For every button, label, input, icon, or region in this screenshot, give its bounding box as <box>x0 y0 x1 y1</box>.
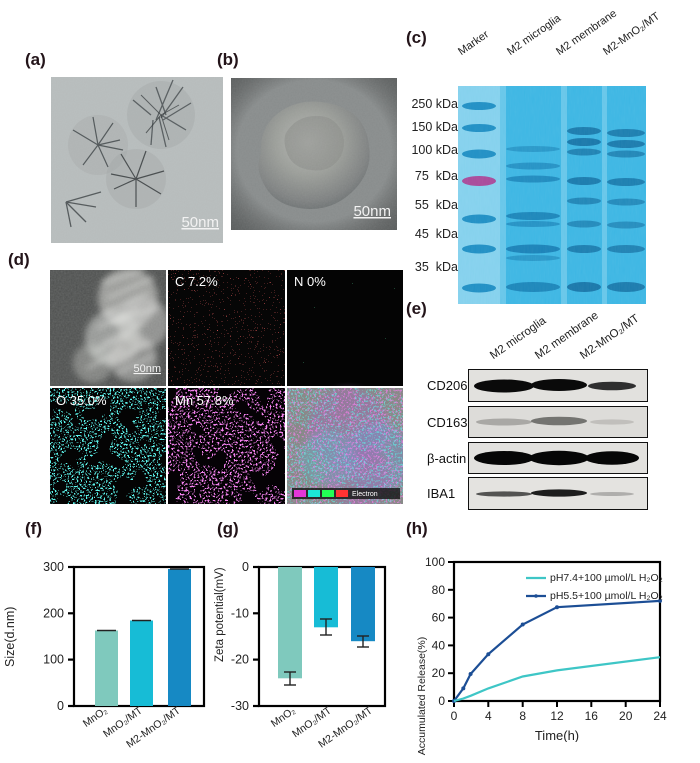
svg-text:0: 0 <box>451 709 458 723</box>
svg-text:pH5.5+100 µmol/L H₂O₂: pH5.5+100 µmol/L H₂O₂ <box>550 590 663 602</box>
svg-text:pH7.4+100 µmol/L H₂O₂: pH7.4+100 µmol/L H₂O₂ <box>550 572 663 584</box>
svg-text:20: 20 <box>619 709 633 723</box>
svg-text:N 0%: N 0% <box>294 274 326 289</box>
svg-text:4: 4 <box>485 709 492 723</box>
svg-text:-10: -10 <box>231 606 249 620</box>
svg-text:50nm: 50nm <box>353 203 391 220</box>
svg-text:-30: -30 <box>231 699 249 713</box>
svg-text:100: 100 <box>425 557 445 569</box>
svg-text:Electron: Electron <box>352 491 378 498</box>
svg-text:100: 100 <box>43 653 64 667</box>
svg-text:O 35.0%: O 35.0% <box>56 393 107 408</box>
svg-text:50nm: 50nm <box>181 214 219 231</box>
svg-text:8: 8 <box>519 709 526 723</box>
svg-text:-20: -20 <box>231 653 249 667</box>
svg-text:Zeta potential(mV): Zeta potential(mV) <box>214 567 226 662</box>
svg-text:40: 40 <box>432 638 446 652</box>
svg-text:MnO₂: MnO₂ <box>81 705 110 730</box>
svg-text:Size(d.nm): Size(d.nm) <box>3 607 17 667</box>
svg-text:80: 80 <box>432 583 446 597</box>
svg-text:0: 0 <box>242 560 249 574</box>
svg-text:12: 12 <box>550 709 564 723</box>
svg-text:MnO₂: MnO₂ <box>269 705 298 730</box>
svg-text:C 7.2%: C 7.2% <box>175 274 218 289</box>
svg-text:200: 200 <box>43 606 64 620</box>
svg-text:Mn 57.8%: Mn 57.8% <box>175 393 234 408</box>
svg-text:0: 0 <box>57 699 64 713</box>
svg-text:60: 60 <box>432 611 446 625</box>
svg-text:50nm: 50nm <box>133 363 161 375</box>
svg-text:Time(h): Time(h) <box>535 728 579 742</box>
svg-text:300: 300 <box>43 560 64 574</box>
svg-text:16: 16 <box>585 709 599 723</box>
svg-text:20: 20 <box>432 666 446 680</box>
svg-text:24: 24 <box>653 709 667 723</box>
svg-text:0: 0 <box>438 694 445 708</box>
